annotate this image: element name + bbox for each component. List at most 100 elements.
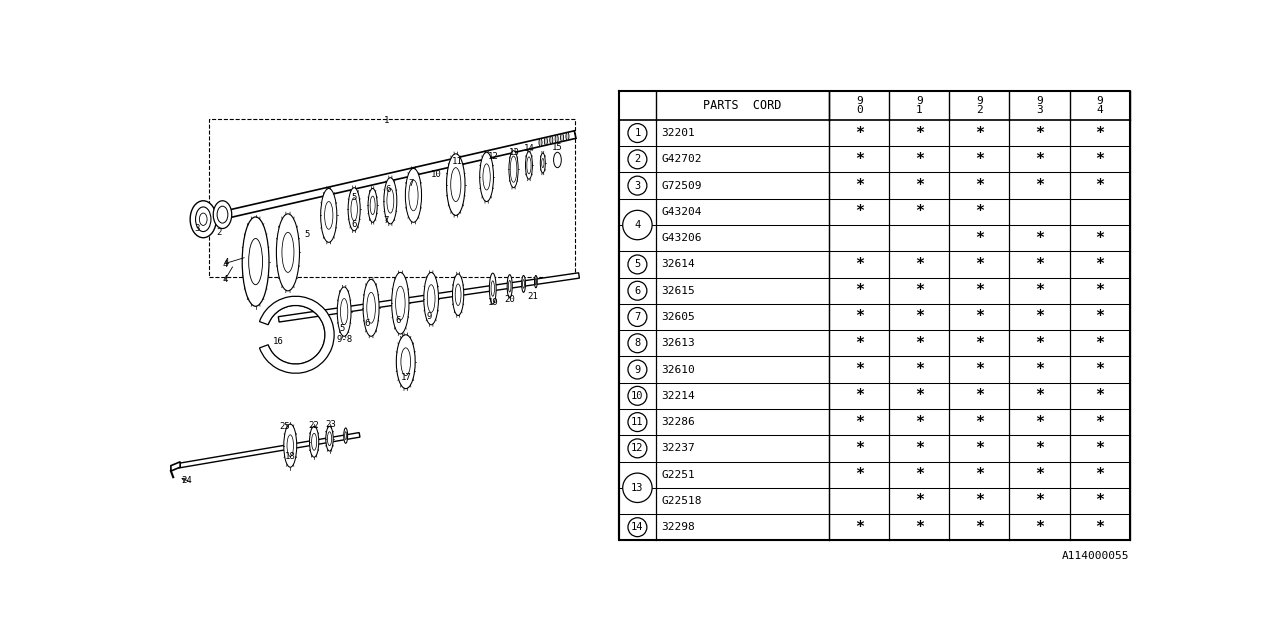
Ellipse shape (276, 214, 300, 291)
Text: *: * (915, 310, 924, 324)
Ellipse shape (337, 287, 351, 336)
Text: *: * (855, 336, 864, 351)
Ellipse shape (397, 335, 415, 388)
Bar (210, 119, 575, 277)
Ellipse shape (561, 134, 563, 141)
Ellipse shape (489, 273, 497, 304)
Text: *: * (915, 178, 924, 193)
Text: *: * (975, 467, 984, 482)
Text: *: * (1094, 415, 1105, 429)
Ellipse shape (522, 275, 525, 292)
Text: 5: 5 (635, 259, 640, 269)
Ellipse shape (566, 132, 570, 140)
Text: 19: 19 (488, 298, 498, 307)
Ellipse shape (540, 153, 545, 173)
Text: 5: 5 (305, 230, 310, 239)
Text: *: * (1036, 178, 1044, 193)
Ellipse shape (191, 201, 216, 237)
Ellipse shape (384, 178, 397, 224)
Circle shape (628, 334, 646, 353)
Text: *: * (1036, 152, 1044, 167)
Text: 32610: 32610 (662, 365, 695, 374)
Text: 13: 13 (631, 483, 644, 493)
Text: *: * (1094, 257, 1105, 272)
Text: *: * (855, 467, 864, 482)
Text: *: * (915, 388, 924, 403)
Text: *: * (1036, 362, 1044, 377)
Text: *: * (915, 362, 924, 377)
Text: *: * (855, 152, 864, 167)
Ellipse shape (321, 188, 337, 243)
Text: *: * (855, 125, 864, 141)
Text: 32613: 32613 (662, 339, 695, 348)
Text: *: * (915, 204, 924, 220)
Text: 7: 7 (384, 216, 389, 225)
Text: PARTS  CORD: PARTS CORD (704, 99, 782, 112)
Text: *: * (1094, 520, 1105, 534)
Text: 5: 5 (352, 193, 357, 202)
Ellipse shape (509, 150, 518, 188)
Ellipse shape (535, 275, 538, 288)
Ellipse shape (447, 154, 465, 216)
Text: 9: 9 (635, 365, 640, 374)
Text: *: * (855, 520, 864, 534)
Text: G43204: G43204 (662, 207, 701, 217)
Text: *: * (915, 336, 924, 351)
Text: *: * (975, 125, 984, 141)
Text: *: * (855, 415, 864, 429)
Text: *: * (1036, 310, 1044, 324)
Ellipse shape (507, 275, 512, 298)
Text: *: * (915, 520, 924, 534)
Text: 17: 17 (401, 373, 412, 382)
Text: 32605: 32605 (662, 312, 695, 322)
Ellipse shape (392, 273, 410, 334)
Text: *: * (1036, 388, 1044, 403)
Text: 32286: 32286 (662, 417, 695, 427)
Text: *: * (975, 310, 984, 324)
Text: 18: 18 (285, 452, 296, 461)
Text: *: * (1036, 520, 1044, 534)
Text: 21: 21 (527, 292, 538, 301)
Ellipse shape (348, 188, 360, 231)
Ellipse shape (310, 426, 319, 457)
Text: 6: 6 (635, 285, 640, 296)
Ellipse shape (369, 188, 378, 222)
Polygon shape (205, 131, 576, 223)
Text: 32214: 32214 (662, 391, 695, 401)
Text: 15: 15 (552, 143, 563, 152)
Text: *: * (1036, 284, 1044, 298)
Circle shape (628, 387, 646, 405)
Text: 9
1: 9 1 (916, 96, 923, 115)
Text: 4: 4 (223, 260, 228, 269)
Ellipse shape (539, 139, 541, 147)
Text: G2251: G2251 (662, 470, 695, 479)
Text: 6: 6 (396, 316, 401, 325)
Text: 14: 14 (631, 522, 644, 532)
Text: *: * (1094, 362, 1105, 377)
Text: 9
4: 9 4 (1096, 96, 1103, 115)
Circle shape (628, 308, 646, 326)
Text: *: * (1036, 257, 1044, 272)
Text: 3: 3 (195, 224, 200, 233)
Text: *: * (915, 441, 924, 456)
Text: 12: 12 (631, 444, 644, 453)
Text: *: * (855, 441, 864, 456)
Text: *: * (1094, 152, 1105, 167)
Text: *: * (915, 284, 924, 298)
Text: 23: 23 (325, 420, 337, 429)
Text: *: * (855, 204, 864, 220)
Text: 4: 4 (224, 259, 229, 268)
Text: *: * (915, 467, 924, 482)
Text: *: * (915, 493, 924, 508)
Ellipse shape (549, 136, 553, 144)
Ellipse shape (364, 279, 379, 336)
Text: *: * (915, 415, 924, 429)
Text: 10: 10 (631, 391, 644, 401)
Text: 32201: 32201 (662, 128, 695, 138)
Ellipse shape (556, 135, 558, 143)
Text: *: * (975, 178, 984, 193)
Text: *: * (1094, 388, 1105, 403)
Circle shape (628, 281, 646, 300)
Text: 6: 6 (385, 184, 390, 193)
Text: *: * (975, 284, 984, 298)
